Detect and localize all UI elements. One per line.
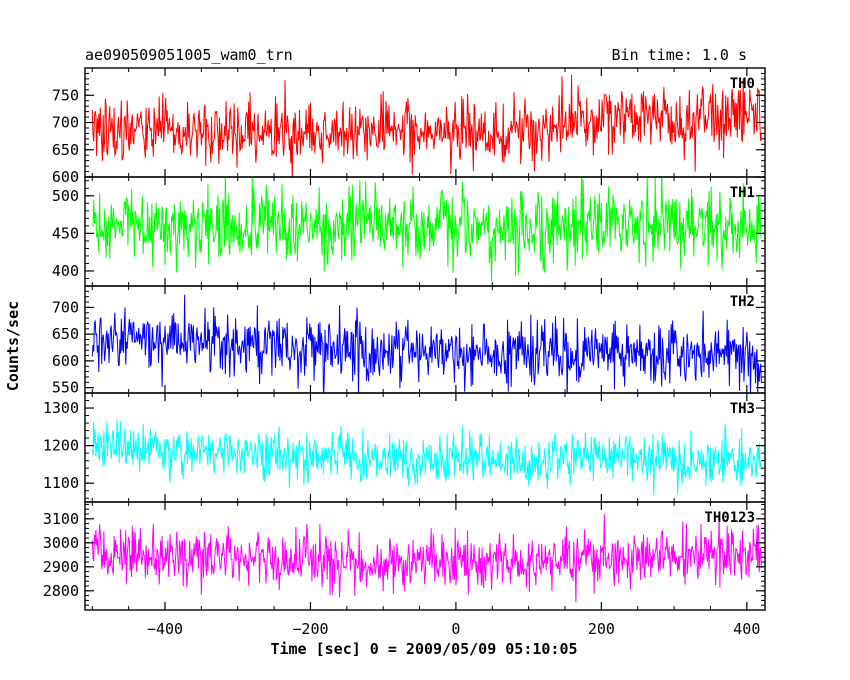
panels-group: 600 650 700 750 TH0 400 450 500 TH1 550 600 650 700 T… bbox=[43, 67, 766, 611]
series-line-th2 bbox=[91, 294, 762, 393]
y-tick-label: 450 bbox=[52, 224, 79, 242]
series-line-th0123 bbox=[91, 514, 762, 603]
panel-frame bbox=[84, 501, 766, 611]
series-line-th3 bbox=[91, 419, 762, 496]
x-tick-label: −400 bbox=[147, 620, 183, 638]
y-tick-label: 600 bbox=[52, 352, 79, 370]
y-tick-label: 3100 bbox=[43, 510, 79, 528]
panel-label-th0123: TH0123 bbox=[704, 510, 755, 526]
x-tick-label: 400 bbox=[733, 620, 760, 638]
y-tick-label: 700 bbox=[52, 298, 79, 316]
x-tick-label: 200 bbox=[588, 620, 615, 638]
x-axis-tick-labels: −400 −200 0 200 400 bbox=[147, 620, 760, 638]
panel-label-th3: TH3 bbox=[730, 401, 755, 417]
y-tick-label: 2800 bbox=[43, 582, 79, 600]
y-tick-label: 2900 bbox=[43, 558, 79, 576]
panel-th0123: 2800 2900 3000 3100 TH0123 bbox=[43, 501, 766, 611]
panel-th3: 1100 1200 1300 TH3 bbox=[43, 392, 766, 503]
x-axis-label: Time [sec] 0 = 2009/05/09 05:10:05 bbox=[270, 640, 577, 658]
panel-th1: 400 450 500 TH1 bbox=[52, 176, 766, 287]
y-tick-label: 1200 bbox=[43, 437, 79, 455]
y-tick-label: 3000 bbox=[43, 534, 79, 552]
y-tick-label: 1100 bbox=[43, 474, 79, 492]
panel-label-th0: TH0 bbox=[730, 76, 755, 92]
y-tick-label: 1300 bbox=[43, 399, 79, 417]
chart-title: ae090509051005_wam0_trn bbox=[85, 46, 293, 64]
y-tick-label: 600 bbox=[52, 168, 79, 186]
bin-time-label: Bin time: 1.0 s bbox=[612, 46, 747, 64]
y-axis-label: Counts/sec bbox=[4, 301, 22, 391]
y-tick-label: 550 bbox=[52, 379, 79, 397]
y-tick-label: 500 bbox=[52, 187, 79, 205]
y-tick-label: 750 bbox=[52, 86, 79, 104]
x-tick-label: 0 bbox=[451, 620, 460, 638]
y-tick-label: 400 bbox=[52, 262, 79, 280]
series-line-th1 bbox=[91, 177, 762, 282]
panel-label-th2: TH2 bbox=[730, 294, 755, 310]
y-tick-label: 650 bbox=[52, 325, 79, 343]
y-tick-label: 700 bbox=[52, 114, 79, 132]
x-tick-label: −200 bbox=[292, 620, 328, 638]
y-tick-label: 650 bbox=[52, 141, 79, 159]
panel-label-th1: TH1 bbox=[730, 185, 755, 201]
series-line-th0 bbox=[91, 74, 762, 177]
